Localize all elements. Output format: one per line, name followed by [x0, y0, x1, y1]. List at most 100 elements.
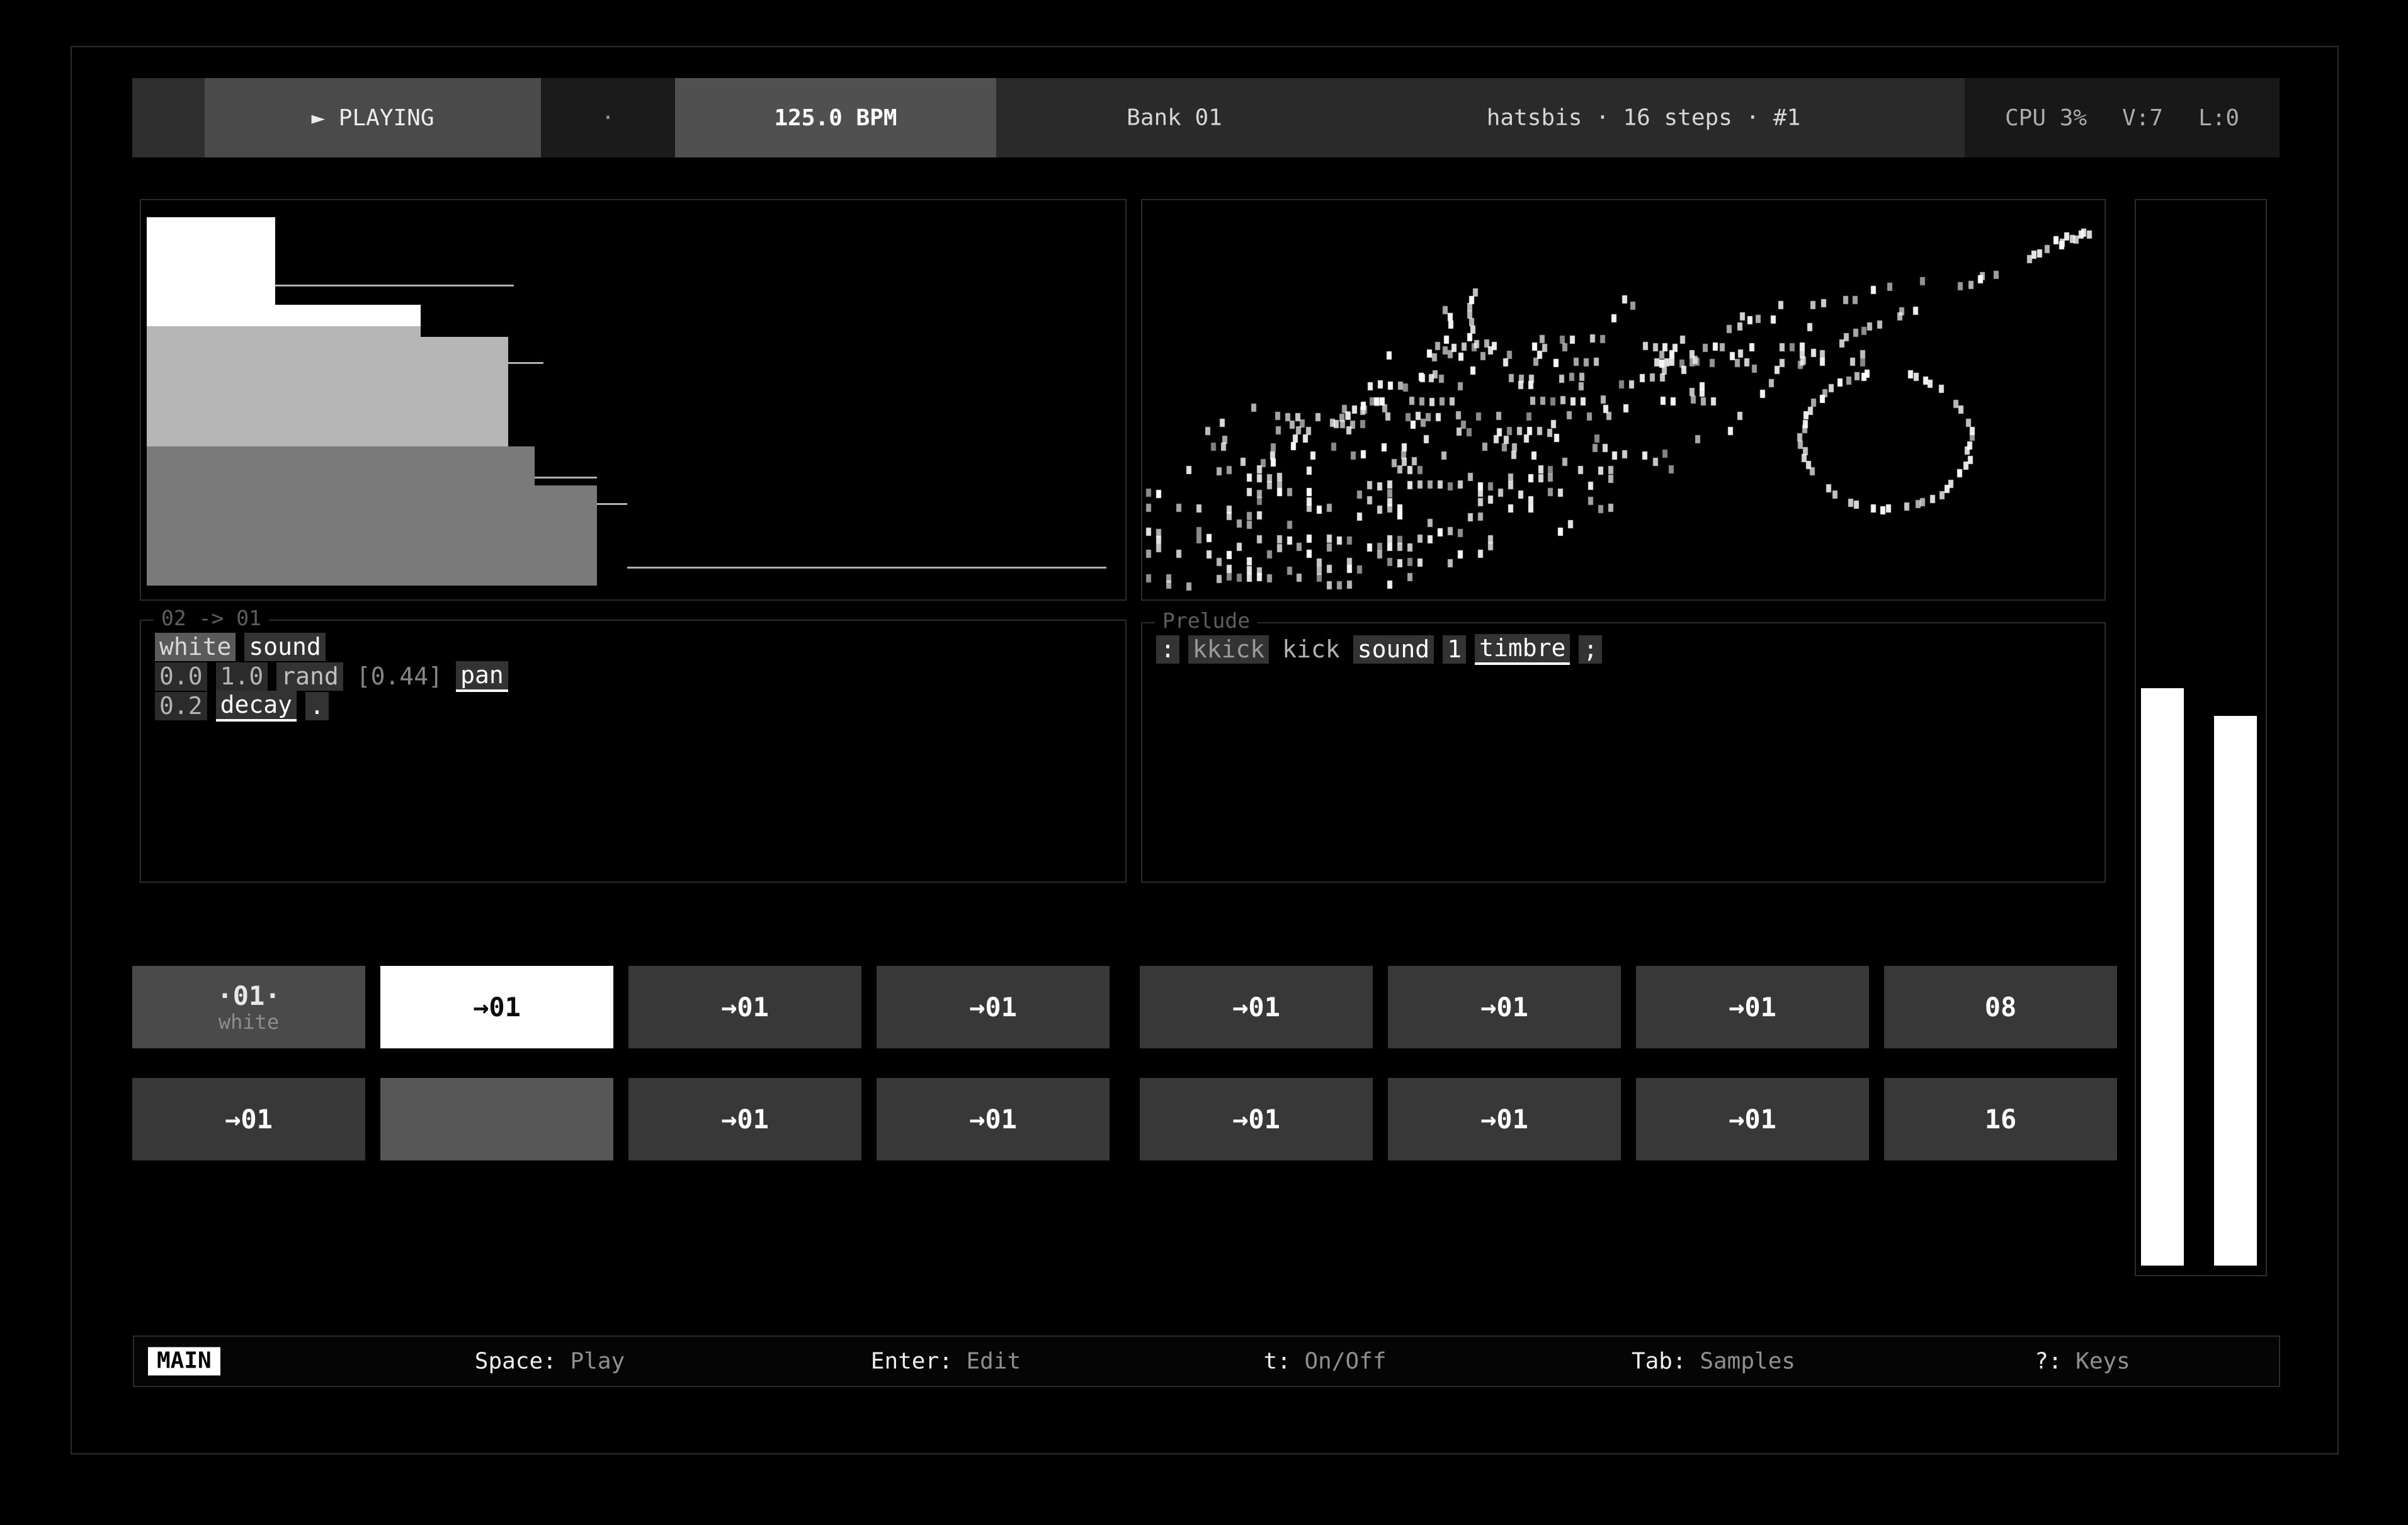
- hint-key: t:: [1263, 1348, 1305, 1375]
- code-line: 0.2 decay.: [155, 691, 1119, 722]
- code-token[interactable]: 0.0: [155, 662, 207, 691]
- envelope-line: [627, 567, 1107, 569]
- pad-label: →01: [1729, 991, 1776, 1023]
- envelope-segment: [147, 326, 421, 447]
- pad-label: →01: [969, 1103, 1017, 1135]
- meter-bar-1: [2140, 688, 2184, 1266]
- pad-2-4[interactable]: →01: [877, 1078, 1110, 1160]
- pad-1-5[interactable]: →01: [1140, 966, 1373, 1048]
- bank-label[interactable]: Bank 01: [1127, 105, 1222, 131]
- hint-action: Keys: [2076, 1348, 2130, 1375]
- code-token[interactable]: timbre: [1475, 634, 1570, 665]
- transport-label: ► PLAYING: [311, 105, 434, 131]
- code-token[interactable]: [0.44]: [356, 662, 443, 690]
- stats-cell: CPU 3% V:7 L:0: [1965, 78, 2280, 157]
- pad-2-5[interactable]: →01: [1140, 1078, 1373, 1160]
- hint-t: t: On/Off: [1263, 1349, 1386, 1375]
- hint-key: Enter:: [870, 1348, 967, 1375]
- pad-2-3[interactable]: →01: [628, 1078, 861, 1160]
- level-meter-panel: [2135, 199, 2267, 1276]
- track-code-panel[interactable]: 02 -> 01 white sound 0.0 1.0 rand [0.44] pan 0.…: [140, 606, 1127, 883]
- waveform-panel: [140, 199, 1127, 601]
- separator-cell: ·: [541, 78, 675, 157]
- pad-grid-row-1: ·01· white →01 →01 →01 →01 →01 →01 08: [132, 966, 2132, 1048]
- prelude-code-title: Prelude: [1155, 608, 1258, 633]
- pad-1-1[interactable]: ·01· white: [132, 966, 365, 1048]
- meter-bar-2: [2213, 716, 2257, 1266]
- code-token[interactable]: sound: [244, 633, 326, 661]
- pad-1-6[interactable]: →01: [1388, 966, 1621, 1048]
- code-token[interactable]: ;: [1579, 635, 1603, 664]
- hint-action: Play: [570, 1348, 625, 1375]
- pad-label: 08: [1984, 991, 2017, 1023]
- voice-count: V:7: [2122, 105, 2164, 131]
- code-token[interactable]: decay: [215, 691, 297, 722]
- code-token[interactable]: 1.0: [215, 662, 268, 691]
- pad-grid-row-2: →01 →01 →01 →01 →01 →01 16: [132, 1078, 2132, 1160]
- code-token[interactable]: kick: [1282, 635, 1340, 663]
- pad-label: ·01·: [217, 980, 281, 1011]
- code-token[interactable]: rand: [276, 662, 343, 691]
- track-code-title: 02 -> 01: [154, 606, 269, 630]
- cpu-usage: CPU 3%: [2005, 105, 2087, 131]
- scatter-plot: [1142, 200, 2104, 599]
- pad-label: →01: [721, 1103, 769, 1135]
- mode-badge: MAIN: [148, 1347, 220, 1376]
- code-token[interactable]: pan: [456, 661, 508, 692]
- top-bar: ► PLAYING · 125.0 BPM Bank 01 hatsbis · …: [132, 78, 2280, 157]
- hint-key: Tab:: [1631, 1348, 1700, 1375]
- code-line: white sound: [155, 632, 1119, 662]
- pad-sublabel: white: [218, 1009, 280, 1034]
- pad-1-3[interactable]: →01: [628, 966, 861, 1048]
- pad-1-7[interactable]: →01: [1636, 966, 1869, 1048]
- separator-dot: ·: [601, 105, 615, 131]
- code-token[interactable]: 0.2: [155, 692, 207, 720]
- scatter-panel: [1141, 199, 2106, 601]
- pad-label: →01: [1480, 991, 1528, 1023]
- code-line: : kkick kick sound 1 timbre;: [1156, 634, 2098, 665]
- pad-2-2[interactable]: [380, 1078, 613, 1160]
- transport-status[interactable]: ► PLAYING: [205, 78, 541, 157]
- pad-label: →01: [1232, 991, 1280, 1023]
- pad-1-8[interactable]: 08: [1884, 966, 2117, 1048]
- hint-key: Space:: [474, 1348, 571, 1375]
- code-token[interactable]: kkick: [1188, 635, 1269, 664]
- pad-label: →01: [1232, 1103, 1280, 1135]
- bpm-display[interactable]: 125.0 BPM: [675, 78, 996, 157]
- hint-enter: Enter: Edit: [871, 1349, 1021, 1375]
- prelude-code-editor[interactable]: : kkick kick sound 1 timbre;: [1156, 634, 2098, 665]
- track-code-editor[interactable]: white sound 0.0 1.0 rand [0.44] pan 0.2 decay.: [155, 632, 1119, 722]
- prelude-code-panel[interactable]: Prelude : kkick kick sound 1 timbre;: [1141, 608, 2106, 883]
- pad-1-4[interactable]: →01: [877, 966, 1110, 1048]
- pad-label: →01: [721, 991, 769, 1023]
- code-token[interactable]: sound: [1353, 635, 1434, 664]
- hint-?: ?: Keys: [2035, 1349, 2130, 1375]
- code-token[interactable]: 1: [1443, 635, 1467, 664]
- envelope-segment: [420, 336, 508, 447]
- hint-action: On/Off: [1304, 1348, 1387, 1375]
- code-token[interactable]: white: [155, 633, 236, 661]
- hint-tab: Tab: Samples: [1632, 1349, 1795, 1375]
- code-line: 0.0 1.0 rand [0.44] pan: [155, 661, 1119, 692]
- session-info[interactable]: hatsbis · 16 steps · #1: [1486, 105, 1801, 131]
- code-token[interactable]: .: [305, 692, 329, 720]
- pad-label: →01: [473, 991, 521, 1023]
- pad-1-2[interactable]: →01: [380, 966, 613, 1048]
- pad-2-6[interactable]: →01: [1388, 1078, 1621, 1160]
- hint-action: Samples: [1700, 1348, 1796, 1375]
- pad-label: →01: [969, 991, 1017, 1023]
- pad-2-8[interactable]: 16: [1884, 1078, 2117, 1160]
- hint-space: Space: Play: [475, 1349, 625, 1375]
- session-cell: Bank 01 hatsbis · 16 steps · #1: [996, 78, 1965, 157]
- pad-label: →01: [1729, 1103, 1776, 1135]
- pad-2-1[interactable]: →01: [132, 1078, 365, 1160]
- envelope-segment: [147, 446, 535, 586]
- envelope-line: [275, 284, 514, 286]
- envelope-segment: [535, 485, 597, 586]
- hint-action: Edit: [966, 1348, 1021, 1375]
- code-token[interactable]: :: [1156, 635, 1179, 664]
- bpm-value: 125.0 BPM: [774, 105, 897, 131]
- pad-2-7[interactable]: →01: [1636, 1078, 1869, 1160]
- level-indicator: L:0: [2198, 105, 2240, 131]
- envelope-line: [535, 477, 597, 479]
